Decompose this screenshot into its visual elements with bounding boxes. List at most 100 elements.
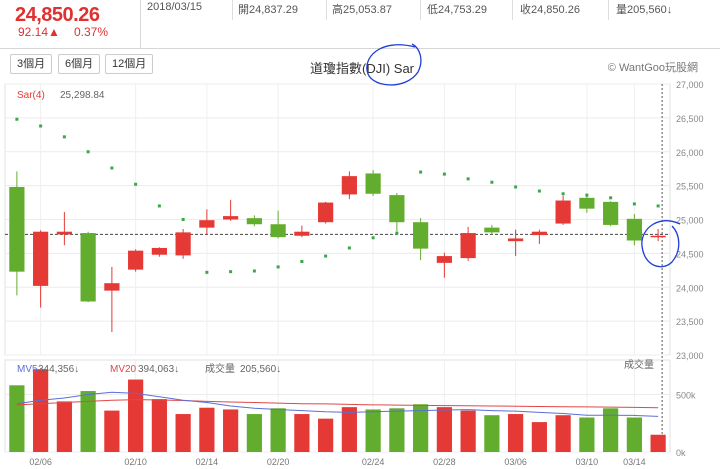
volume-bar: [365, 409, 381, 452]
price-axis-tick-label: 27,000: [676, 80, 704, 90]
volume-bar: [246, 414, 262, 452]
sar-dot: [442, 172, 446, 176]
candle-body: [294, 231, 310, 236]
sar-dot: [371, 236, 375, 240]
sar-dot: [419, 170, 423, 174]
volume-bar: [270, 408, 286, 452]
sar-dot: [347, 246, 351, 250]
divider: [420, 0, 421, 20]
price-axis-tick-label: 25,500: [676, 182, 704, 192]
candle-body: [650, 235, 666, 238]
price-axis-tick-label: 24,500: [676, 249, 704, 259]
mv20-line: [16, 399, 659, 409]
candle-body: [199, 220, 215, 228]
mv20-label: MV20: [110, 364, 137, 375]
candle-body: [603, 201, 619, 225]
sar-dot: [300, 260, 304, 264]
volume-bar: [413, 404, 429, 452]
volume: 量205,560↓: [616, 4, 673, 16]
volume-bar: [294, 414, 310, 452]
sar-dot: [252, 269, 256, 273]
candle-body: [460, 233, 476, 259]
volume-axis-tick-label: 0k: [676, 448, 686, 458]
volume-bar: [151, 399, 167, 452]
high-price: 高25,053.87: [332, 4, 392, 16]
candle-body: [579, 197, 595, 209]
chart-title: 道瓊指數(DJI) Sar: [310, 58, 414, 77]
date-axis-tick-label: 03/10: [576, 457, 599, 467]
sar-dot: [395, 231, 399, 235]
candle-body: [626, 218, 642, 241]
volume-legend-value: 205,560↓: [240, 364, 281, 375]
candle-body: [555, 200, 571, 224]
sar-dot: [561, 192, 565, 196]
volume-bar: [223, 409, 239, 452]
volume-bar: [603, 408, 619, 452]
sar-dot: [537, 189, 541, 193]
candle-body: [104, 283, 120, 291]
price-change-percent: 0.37%: [74, 25, 109, 39]
candle-body: [9, 186, 25, 272]
date-axis-tick-label: 02/20: [267, 457, 290, 467]
candle-body: [389, 195, 405, 223]
annotation-circle-title: [366, 43, 422, 86]
price-axis-tick-label: 26,500: [676, 114, 704, 124]
mv5-line: [16, 391, 659, 417]
volume-bar: [175, 414, 191, 452]
sar-value: 25,298.84: [60, 90, 105, 101]
volume-bar: [436, 407, 452, 452]
sar-dot: [490, 180, 494, 184]
candle-body: [436, 256, 452, 263]
volume-bar: [626, 417, 642, 452]
sar-dot: [466, 177, 470, 181]
candle-body: [365, 173, 381, 194]
date-axis-tick-label: 02/28: [433, 457, 456, 467]
sar-dot: [324, 254, 328, 258]
volume-bar: [9, 385, 25, 452]
sar-dot: [229, 270, 233, 274]
annotation-circle-last-candle: [641, 220, 681, 268]
price-axis-tick-label: 23,500: [676, 317, 704, 327]
volume-bar: [579, 417, 595, 452]
chart-title-prefix: 道瓊指數(: [310, 61, 367, 76]
sar-dot: [632, 202, 636, 206]
volume-bar: [33, 369, 49, 452]
sar-dot: [514, 185, 518, 189]
date-axis-tick-label: 02/14: [196, 457, 219, 467]
volume-bar: [650, 434, 666, 452]
candle-body: [318, 202, 334, 223]
volume-bar: [128, 379, 144, 452]
candle-body: [508, 238, 524, 242]
sar-dot: [39, 124, 43, 128]
sar-dot: [181, 218, 185, 221]
sar-dot: [86, 150, 90, 154]
divider: [608, 0, 609, 20]
sar-dot: [656, 204, 660, 208]
candle-body: [531, 231, 547, 236]
volume-bar: [484, 415, 500, 452]
date-axis-tick-label: 03/06: [504, 457, 527, 467]
divider: [512, 0, 513, 20]
sar-dot: [609, 196, 613, 200]
sar-dot: [276, 265, 280, 269]
candle-body: [151, 247, 167, 255]
volume-bar: [389, 408, 405, 452]
volume-bar: [199, 407, 215, 452]
sar-dot: [110, 166, 114, 170]
price-change: 92.14▲: [18, 25, 60, 39]
mv5-value: 344,356↓: [38, 364, 79, 375]
volume-bar: [80, 391, 96, 452]
mv20-value: 394,063↓: [138, 364, 179, 375]
sar-dot: [157, 204, 161, 208]
price-axis-tick-label: 23,000: [676, 351, 704, 361]
quote-date: 2018/03/15: [147, 1, 203, 13]
range-3m-button[interactable]: 3個月: [10, 54, 53, 74]
sar-dot: [205, 270, 209, 274]
range-12m-button[interactable]: 12個月: [105, 54, 154, 74]
candle-body: [223, 216, 239, 220]
last-price: 24,850.26: [15, 4, 100, 26]
sar-dot: [62, 135, 66, 139]
date-axis-tick-label: 03/14: [623, 457, 646, 467]
range-6m-button[interactable]: 6個月: [58, 54, 101, 74]
date-axis-tick-label: 02/10: [124, 457, 147, 467]
